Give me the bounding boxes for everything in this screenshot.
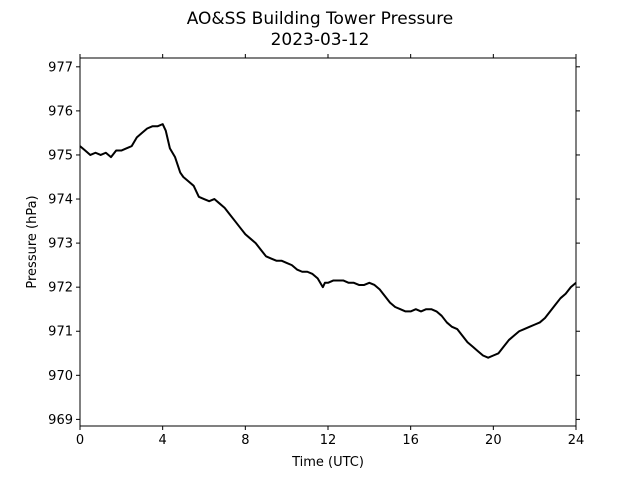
plot-frame [79, 57, 577, 427]
y-tick-label: 969 [48, 413, 73, 428]
y-axis-ticks: 969 970 971 972 973 974 975 976 977 [48, 60, 580, 428]
y-axis-label: Pressure (hPa) [25, 195, 40, 288]
pressure-series-line [79, 123, 577, 359]
x-axis-label: Time (UTC) [291, 455, 364, 470]
plot-area [79, 123, 577, 359]
y-tick-label: 973 [48, 237, 73, 252]
x-tick-label: 8 [241, 433, 249, 448]
y-tick-label: 975 [48, 148, 73, 163]
chart-subtitle: 2023-03-12 [271, 30, 370, 50]
y-tick-label: 971 [48, 325, 73, 340]
x-tick-label: 16 [402, 433, 419, 448]
x-axis-ticks: 0 4 8 12 16 20 24 [76, 54, 584, 448]
x-tick-label: 4 [159, 433, 167, 448]
x-tick-label: 20 [485, 433, 502, 448]
x-tick-label: 24 [568, 433, 585, 448]
y-tick-label: 977 [48, 60, 73, 75]
y-tick-label: 970 [48, 369, 73, 384]
chart-title: AO&SS Building Tower Pressure [187, 9, 454, 29]
x-tick-label: 0 [76, 433, 84, 448]
y-tick-label: 976 [48, 104, 73, 119]
y-tick-label: 972 [48, 281, 73, 296]
x-tick-label: 12 [320, 433, 337, 448]
y-tick-label: 974 [48, 193, 73, 208]
